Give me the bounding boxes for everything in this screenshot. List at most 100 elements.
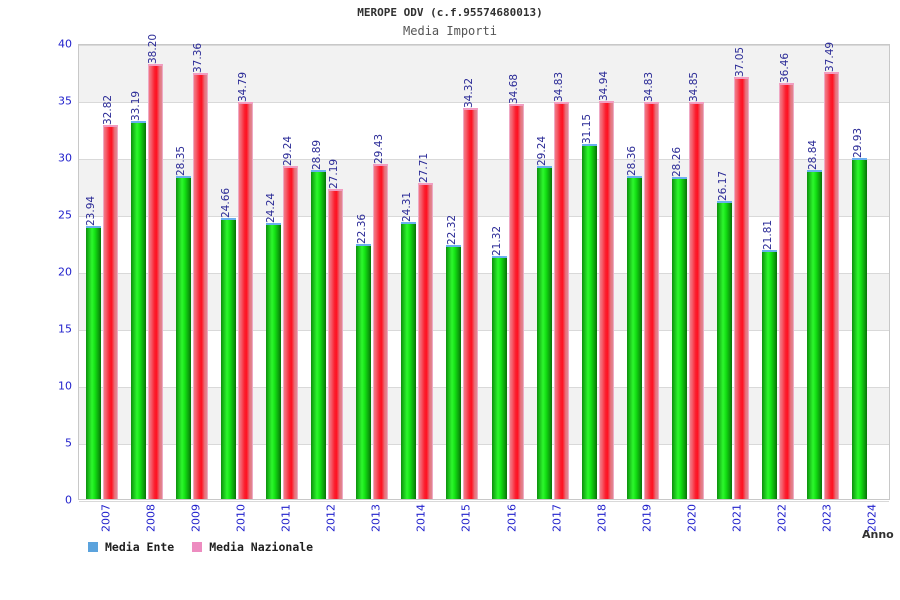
bar-media-ente[interactable] — [852, 157, 868, 499]
gridline — [79, 216, 889, 217]
bar-media-ente[interactable] — [762, 250, 778, 499]
bar-media-nazionale[interactable] — [463, 107, 479, 499]
bar-media-nazionale[interactable] — [688, 101, 704, 499]
legend-item-media-ente[interactable]: Media Ente — [88, 540, 174, 554]
bar-value-label: 34.83 — [553, 71, 566, 102]
bar-media-nazionale[interactable] — [192, 73, 208, 499]
bar-media-nazionale[interactable] — [598, 100, 614, 499]
bar-media-nazionale[interactable] — [282, 165, 298, 499]
bar-value-label: 26.17 — [716, 170, 729, 201]
gridline — [79, 330, 889, 331]
bar-media-ente[interactable] — [807, 170, 823, 499]
bar-value-label: 24.24 — [265, 192, 278, 223]
x-axis-tick: 2017 — [550, 504, 564, 532]
bar-value-label: 34.32 — [462, 77, 475, 108]
bar-group: 33.19 38.20 — [124, 33, 169, 499]
x-axis-tick: 2021 — [730, 504, 744, 532]
bar-value-label: 28.35 — [175, 145, 188, 176]
plot-band — [79, 387, 889, 444]
bar-value-label: 28.26 — [671, 146, 684, 177]
bar-value-label: 32.82 — [102, 94, 115, 125]
gridline — [79, 159, 889, 160]
bar-value-label: 24.31 — [400, 191, 413, 222]
bar-media-ente[interactable] — [175, 175, 191, 499]
bar-value-label: 37.36 — [192, 43, 205, 74]
bar-media-nazionale[interactable] — [373, 163, 389, 499]
bar-value-label: 37.05 — [733, 46, 746, 77]
x-axis-tick: 2008 — [144, 504, 158, 532]
bar-group: 31.15 34.94 — [575, 45, 620, 499]
bar-group: 28.35 37.36 — [169, 43, 214, 499]
bar-value-label: 27.71 — [417, 153, 430, 184]
bar-value-label: 28.36 — [626, 145, 639, 176]
bar-group: 24.31 27.71 — [395, 45, 440, 499]
chart-subtitle: Media Importi — [403, 24, 497, 38]
bar-media-ente[interactable] — [491, 255, 507, 499]
bar-media-nazionale[interactable] — [328, 189, 344, 499]
legend-label: Media Nazionale — [209, 540, 314, 554]
bar-media-ente[interactable] — [626, 175, 642, 499]
x-axis-tick: 2014 — [414, 504, 428, 532]
y-axis-tick: 35 — [58, 94, 72, 108]
bar-value-label: 21.32 — [491, 225, 504, 256]
x-axis-tick: 2012 — [324, 504, 338, 532]
bar-media-nazionale[interactable] — [237, 102, 253, 499]
bar-value-label: 29.93 — [851, 127, 864, 158]
x-axis-tick: 2023 — [820, 504, 834, 532]
legend-item-media-nazionale[interactable]: Media Nazionale — [192, 540, 313, 554]
bar-value-label: 34.83 — [643, 71, 656, 102]
x-axis-tick: 2020 — [685, 504, 699, 532]
bar-group: 28.26 34.85 — [665, 45, 710, 499]
bar-media-nazionale[interactable] — [643, 101, 659, 499]
bar-media-nazionale[interactable] — [779, 83, 795, 499]
y-axis-tick: 5 — [65, 436, 72, 450]
bar-value-label: 31.15 — [581, 113, 594, 144]
plot-band — [79, 45, 889, 102]
bar-group: 29.24 34.83 — [530, 45, 575, 499]
bar-media-nazionale[interactable] — [508, 103, 524, 499]
bar-group: 28.36 34.83 — [620, 45, 665, 499]
gridline — [79, 273, 889, 274]
bar-media-ente[interactable] — [85, 226, 101, 499]
bar-media-ente[interactable] — [401, 221, 417, 499]
bar-media-ente[interactable] — [717, 200, 733, 499]
bar-value-label: 23.94 — [85, 196, 98, 227]
gridline — [79, 501, 889, 502]
bar-value-label: 34.79 — [237, 72, 250, 103]
bar-group: 24.24 29.24 — [259, 45, 304, 499]
bar-media-ente[interactable] — [356, 244, 372, 499]
x-axis-tick: 2007 — [99, 504, 113, 532]
bar-value-label: 34.94 — [598, 70, 611, 101]
bar-value-label: 29.43 — [372, 133, 385, 164]
bar-media-ente[interactable] — [536, 165, 552, 499]
bar-media-ente[interactable] — [581, 143, 597, 499]
bar-value-label: 38.20 — [147, 33, 160, 64]
legend-label: Media Ente — [105, 540, 175, 554]
y-axis-tick: 0 — [65, 493, 72, 507]
bar-media-ente[interactable] — [220, 217, 236, 499]
y-axis-tick: 40 — [58, 37, 72, 51]
bar-media-ente[interactable] — [311, 169, 327, 499]
x-axis-tick: 2015 — [459, 504, 473, 532]
bar-media-ente[interactable] — [265, 222, 281, 499]
bar-media-nazionale[interactable] — [147, 63, 163, 499]
bar-media-nazionale[interactable] — [418, 183, 434, 499]
y-axis-tick: 15 — [58, 322, 72, 336]
bar-media-nazionale[interactable] — [824, 71, 840, 499]
bar-group: 21.81 36.46 — [756, 45, 801, 499]
bar-media-nazionale[interactable] — [102, 124, 118, 499]
bar-group: 28.84 37.49 — [801, 42, 846, 499]
bar-media-nazionale[interactable] — [734, 76, 750, 499]
bar-media-nazionale[interactable] — [553, 101, 569, 499]
bar-value-label: 29.24 — [536, 135, 549, 166]
plot-band — [79, 159, 889, 216]
gridline — [79, 45, 889, 46]
legend-swatch-icon — [88, 542, 98, 552]
x-axis-tick: 2011 — [279, 504, 293, 532]
legend-swatch-icon — [192, 542, 203, 552]
bar-media-ente[interactable] — [446, 244, 462, 499]
bar-media-ente[interactable] — [130, 120, 146, 499]
bar-value-label: 36.46 — [778, 53, 791, 84]
bar-media-ente[interactable] — [671, 176, 687, 499]
